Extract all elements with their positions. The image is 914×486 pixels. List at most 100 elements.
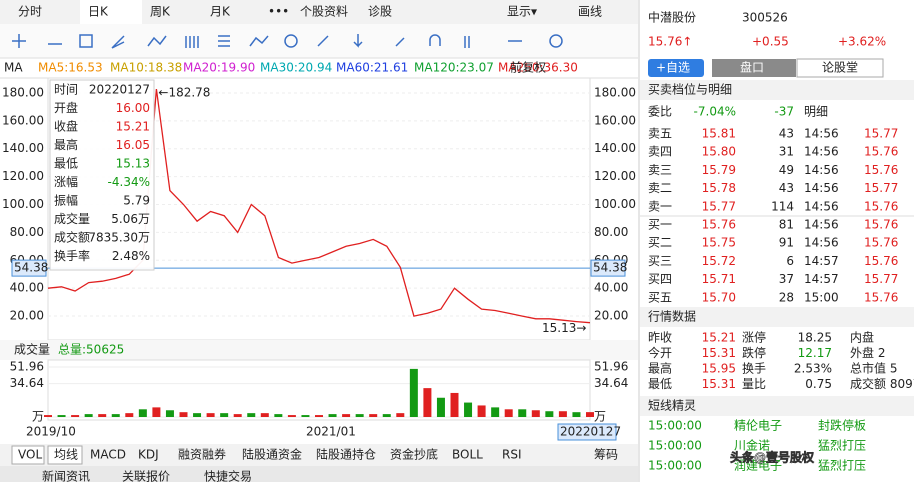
info-key: 换手率 [54,248,90,263]
book-price: 15.75 [702,236,736,250]
tab[interactable]: 日K [88,5,109,19]
section-header [640,396,914,416]
book-qty: 43 [779,181,794,195]
info-value: 16.05 [116,138,150,152]
book-price: 15.79 [702,163,736,177]
quote-key: 最高 [648,361,672,376]
trade-price: 15.76 [864,199,898,213]
watermark: 头条@壹号股权 [730,450,815,465]
sprite-event: 封跌停板 [818,418,866,433]
volume-bar [152,407,161,417]
indicator-tab[interactable]: RSI [502,448,522,462]
tab[interactable]: 月K [210,5,231,19]
footer-tab[interactable]: 新闻资讯 [42,469,90,484]
book-price: 15.71 [702,272,736,286]
trade-price: 15.76 [864,254,898,268]
sprite-event: 猛烈打压 [818,459,866,473]
info-key: 振幅 [54,193,78,208]
ma-value: MA30:20.94 [260,61,332,75]
book-price: 15.78 [702,181,736,195]
panel-title: 成交量 [14,342,50,357]
book-qty: 81 [779,218,794,232]
trade-time: 14:56 [804,145,839,159]
tab[interactable]: 画线 [578,5,602,19]
tab[interactable]: 分时 [18,5,42,19]
y-tick-label: 34.64 [594,376,628,390]
sprite-stock: 川金诺 [734,438,770,453]
quote-key: 跌停 [742,345,766,360]
tab[interactable]: 诊股 [368,5,392,19]
info-box [49,79,155,271]
trade-time: 15:00 [804,290,839,304]
book-level: 卖五 [648,127,672,141]
y-tick-label: 80.00 [10,225,44,239]
indicator-tab[interactable]: 资金抄底 [390,447,438,462]
button[interactable]: 盘口 [740,60,764,75]
book-qty: 37 [779,272,794,286]
info-value: 5.06万 [111,212,150,226]
tab[interactable]: ••• [268,5,289,19]
button[interactable]: 论股堂 [822,61,858,75]
footer-tab[interactable]: 关联报价 [122,469,170,484]
y-tick-label: 40.00 [594,281,628,295]
button[interactable]: +自选 [656,61,690,75]
section-title: 买卖档位与明细 [648,82,732,97]
volume-bar [342,414,351,417]
y-tick-label: 140.00 [594,141,636,155]
y-tick-label: 51.96 [10,360,44,374]
stock-code: 300526 [742,11,788,25]
trade-price: 15.77 [864,181,898,195]
ma-value: MA5:16.53 [38,61,103,75]
volume-bar [315,415,323,417]
book-qty: 6 [786,254,794,268]
book-level: 买五 [648,290,672,304]
tab[interactable]: 显示▾ [507,5,537,19]
tab[interactable]: 个股资料 [300,5,348,19]
volume-bar [409,368,418,417]
volume-bar [44,415,52,417]
tab-selected [80,0,142,24]
y-tick-label: 40.00 [10,281,44,295]
indicator-tab[interactable]: 陆股通资金 [242,447,302,462]
sprite-time: 15:00:00 [648,459,702,473]
info-key: 最高 [54,137,78,152]
indicator-tab[interactable]: BOLL [452,448,483,462]
info-value: 2.48% [112,249,150,263]
volume-bar [491,407,500,417]
volume-bar [260,413,269,417]
indicator-tab[interactable]: 均线 [54,448,78,462]
indicator-tab[interactable]: 陆股通持仓 [316,447,376,462]
volume-bar [450,392,459,417]
y-tick-label: 180.00 [2,85,44,99]
volume-bar [301,415,310,417]
y-tick-label: 120.00 [2,169,44,183]
book-value: -37 [774,105,794,119]
stock-price: 15.76↑ [648,35,692,49]
adjust-mode: 前复权 [510,60,546,75]
volume-frame [47,359,591,421]
footer-tab[interactable]: 快捷交易 [204,469,252,484]
tab-selected [47,445,83,465]
indicator-tab[interactable]: 融资融券 [178,447,226,462]
volume-bar [206,413,215,417]
volume-bar [518,409,527,417]
indicator-tab[interactable]: MACD [90,448,126,462]
y-tick-label: 100.00 [594,197,636,211]
volume-bar [233,414,242,417]
button [648,59,704,77]
stock-name: 中潜股份 [648,10,696,25]
volume-bar [111,414,120,417]
y-tick-label: 20.00 [594,309,628,323]
indicator-tab[interactable]: 筹码 [594,448,618,462]
book-level: 买二 [648,236,672,250]
ma-value: MA250:36.30 [498,61,578,75]
indicator-tab[interactable]: VOL [18,448,42,462]
y-tick-label: 万 [32,410,44,424]
book-level: 卖一 [648,199,672,213]
tab[interactable]: 周K [150,5,171,19]
info-key: 开盘 [54,100,78,115]
y-tick-label: 120.00 [594,169,636,183]
sprite-event: 猛烈打压 [818,439,866,453]
indicator-tab[interactable]: KDJ [138,448,159,462]
book-level: 卖三 [648,163,672,177]
